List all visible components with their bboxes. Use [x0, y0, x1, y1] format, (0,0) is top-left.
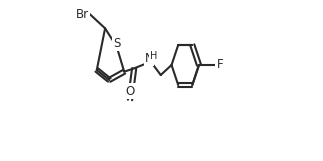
Text: O: O — [125, 85, 135, 98]
Text: Br: Br — [76, 8, 89, 20]
Text: S: S — [113, 37, 120, 50]
Text: H: H — [150, 51, 157, 61]
Text: N: N — [144, 52, 153, 65]
Text: F: F — [216, 58, 223, 71]
